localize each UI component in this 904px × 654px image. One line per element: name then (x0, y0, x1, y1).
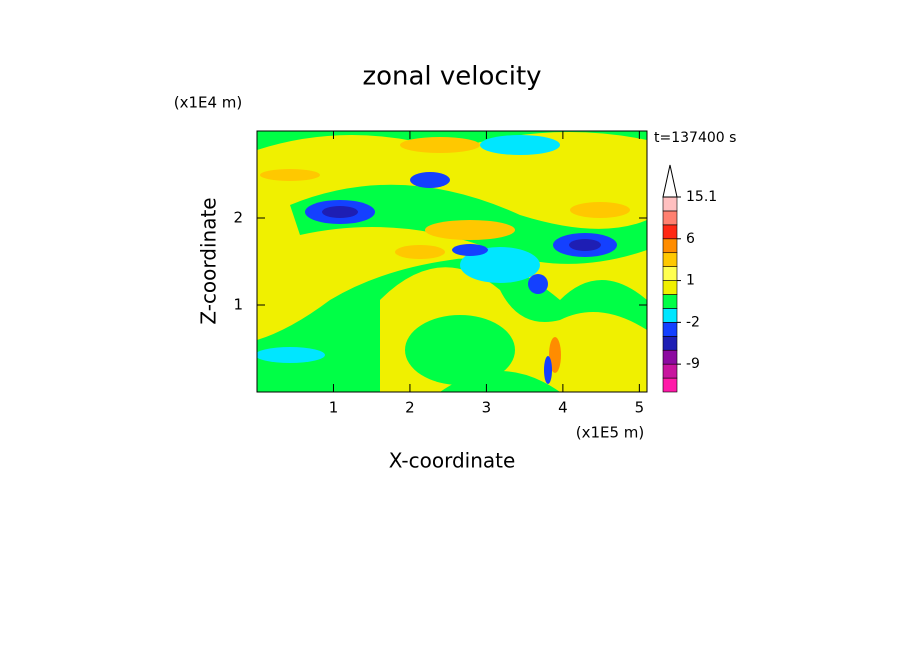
y-axis-title: Z-coordinate (197, 197, 221, 324)
y-tick-label: 1 (233, 296, 243, 314)
contour-region (425, 220, 515, 240)
x-axis-title: X-coordinate (389, 449, 516, 473)
contour-region (395, 245, 445, 259)
colorbar-band (662, 238, 678, 254)
colorbar-band (662, 377, 678, 393)
contour-region (400, 137, 480, 153)
x-tick-label: 3 (482, 399, 492, 417)
x-tick-label: 5 (635, 399, 645, 417)
plot-frame (256, 130, 648, 393)
contour-region (257, 347, 325, 363)
colorbar-label: -9 (686, 356, 700, 372)
contour-region (480, 135, 560, 155)
colorbar-band (662, 308, 678, 323)
colorbar-band (662, 322, 678, 337)
colorbar-band (662, 349, 678, 365)
contour-region (569, 239, 601, 251)
y-tick-label: 2 (233, 209, 243, 227)
x-tick-label: 1 (329, 399, 339, 417)
colorbar-label: 15.1 (686, 189, 717, 205)
colorbar-band (662, 196, 678, 212)
contour-region (460, 247, 540, 283)
time-label: t=137400 s (654, 130, 736, 146)
contour-region (260, 169, 320, 181)
colorbar-label: 6 (686, 231, 695, 247)
contour-field (257, 131, 647, 392)
colorbar-band (662, 210, 678, 226)
contour-region (405, 315, 515, 385)
colorbar-label: 1 (686, 273, 695, 289)
colorbar-band (662, 294, 678, 309)
x-unit: (x1E5 m) (576, 424, 645, 442)
contour-region (410, 172, 450, 188)
colorbar-arrow (662, 164, 678, 198)
colorbar-band (662, 266, 678, 281)
x-tick-label: 2 (405, 399, 415, 417)
x-tick-label: 4 (558, 399, 568, 417)
chart-title: zonal velocity (362, 62, 541, 92)
colorbar-band (662, 363, 678, 379)
colorbar-band (662, 335, 678, 351)
colorbar-band (662, 224, 678, 240)
contour-region (528, 274, 548, 294)
colorbar-label: -2 (686, 314, 700, 330)
colorbar-band (662, 280, 678, 295)
contour-region (544, 356, 552, 384)
contour-region (322, 206, 358, 218)
contour-region (452, 244, 488, 256)
contour-region (549, 337, 561, 373)
colorbar-band (662, 252, 678, 267)
contour-region (570, 202, 630, 218)
y-unit: (x1E4 m) (174, 94, 243, 112)
